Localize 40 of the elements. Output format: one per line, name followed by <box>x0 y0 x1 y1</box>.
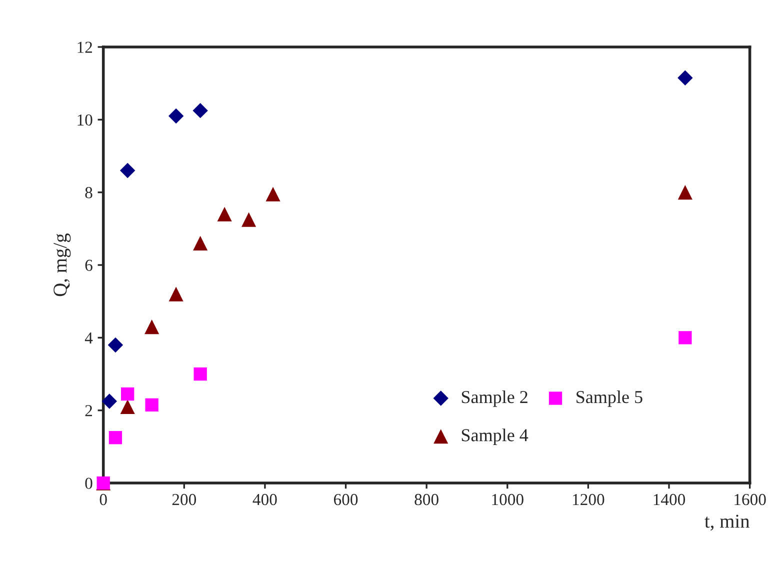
x-tick-label: 600 <box>334 494 358 506</box>
point <box>266 186 280 202</box>
x-tick-label: 1400 <box>654 494 686 506</box>
point <box>120 399 135 414</box>
point <box>678 70 693 86</box>
y-tick-label: 4 <box>84 332 93 344</box>
point <box>108 431 122 444</box>
point <box>678 185 692 200</box>
point <box>168 286 184 302</box>
x-tick-label: 400 <box>252 494 277 506</box>
x-tick-label: 1000 <box>492 494 524 506</box>
point <box>217 206 232 222</box>
point <box>120 387 134 401</box>
point <box>120 162 136 178</box>
legend-label: Sample 4 <box>462 428 528 445</box>
y-axis-title: Q, mg/g <box>54 234 71 296</box>
y-tick-label: 6 <box>85 260 92 271</box>
legend-label: Sample 2 <box>462 390 528 407</box>
y-tick-label: 10 <box>78 114 92 126</box>
y-tick-label: 12 <box>78 42 92 53</box>
point <box>193 236 208 250</box>
point <box>168 108 184 124</box>
point <box>144 320 160 334</box>
point <box>194 367 207 381</box>
point <box>678 331 692 344</box>
y-tick-label: 2 <box>85 405 92 416</box>
point <box>192 102 208 118</box>
y-tick-label: 8 <box>85 187 92 198</box>
y-tick-label: 0 <box>85 478 92 489</box>
point <box>108 337 124 353</box>
point <box>102 394 118 409</box>
x-axis-title: t, min <box>704 514 750 531</box>
legend-label: Sample 5 <box>576 390 642 407</box>
x-tick-label: 0 <box>100 494 107 506</box>
x-tick-label: 1200 <box>572 494 604 506</box>
point <box>242 212 256 227</box>
x-tick-label: 1600 <box>734 494 766 506</box>
x-tick-label: 200 <box>172 494 196 506</box>
point <box>145 398 158 412</box>
x-tick-label: 800 <box>414 494 438 506</box>
